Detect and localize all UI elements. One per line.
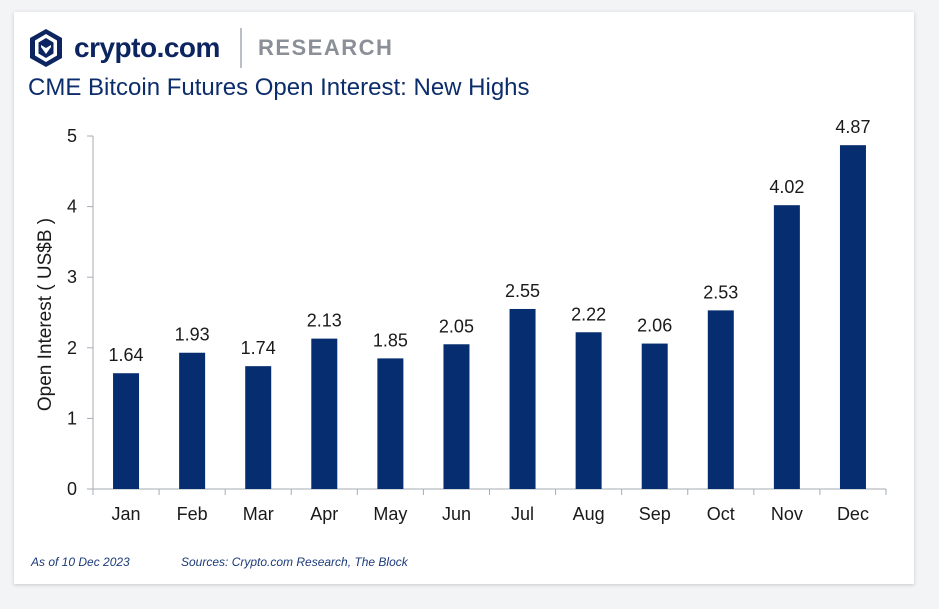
bar-sep [641,343,668,489]
footer-sources: Sources: Crypto.com Research, The Block [181,555,408,569]
bar-may [377,358,404,489]
bar-value-label: 2.22 [571,304,606,324]
bar-value-label: 1.93 [175,325,210,345]
y-tick-label: 4 [67,197,77,217]
x-tick-label: Jun [442,504,471,524]
footer-date: As of 10 Dec 2023 [31,555,130,569]
x-tick-label: Jul [511,504,534,524]
bar-value-label: 1.85 [373,330,408,350]
bar-apr [311,338,338,489]
bar-mar [245,366,272,489]
bar-value-label: 2.06 [637,316,672,336]
x-tick-label: Nov [771,504,803,524]
bar-value-label: 4.02 [769,177,804,197]
bar-value-label: 1.74 [241,338,276,358]
y-tick-label: 2 [67,338,77,358]
x-tick-label: Jan [112,504,141,524]
bar-jun [443,344,470,489]
bar-value-label: 2.55 [505,281,540,301]
bar-feb [179,352,206,489]
x-tick-label: Sep [639,504,671,524]
y-axis-title: Open Interest ( US$B ) [35,218,56,411]
bar-jan [113,373,140,489]
bar-dec [839,145,866,490]
crypto-com-logo-icon [30,29,62,67]
bar-jul [509,308,536,489]
header: crypto.com RESEARCH [28,28,393,68]
bar-value-label: 2.13 [307,311,342,331]
bar-chart: 0 1 2 3 4 5 Open Interest ( US$B ) 1.64 Jan 1.93 F… [35,117,887,524]
chart-title: CME Bitcoin Futures Open Interest: New H… [28,74,530,101]
y-tick-label: 5 [67,126,77,146]
y-tick-label: 0 [67,479,77,499]
x-tick-label: May [373,504,407,524]
y-tick-label: 1 [67,408,77,428]
bar-value-label: 2.53 [703,282,738,302]
section-label: RESEARCH [257,35,394,60]
y-tick-label: 3 [67,267,77,287]
x-tick-label: Apr [310,504,338,524]
bar-aug [575,332,602,489]
x-tick-label: Oct [707,504,735,524]
brand-name: crypto.com [74,32,220,63]
bar-value-label: 4.87 [835,117,870,137]
x-tick-label: Aug [573,504,605,524]
x-tick-label: Feb [177,504,208,524]
x-tick-label: Mar [243,504,274,524]
header-divider [239,28,242,68]
bar-oct [707,310,734,489]
bar-nov [773,205,800,490]
chart-card: crypto.com RESEARCH CME Bitcoin Futures … [14,12,914,584]
x-tick-label: Dec [837,504,869,524]
bar-value-label: 1.64 [109,345,144,365]
bar-value-label: 2.05 [439,316,474,336]
